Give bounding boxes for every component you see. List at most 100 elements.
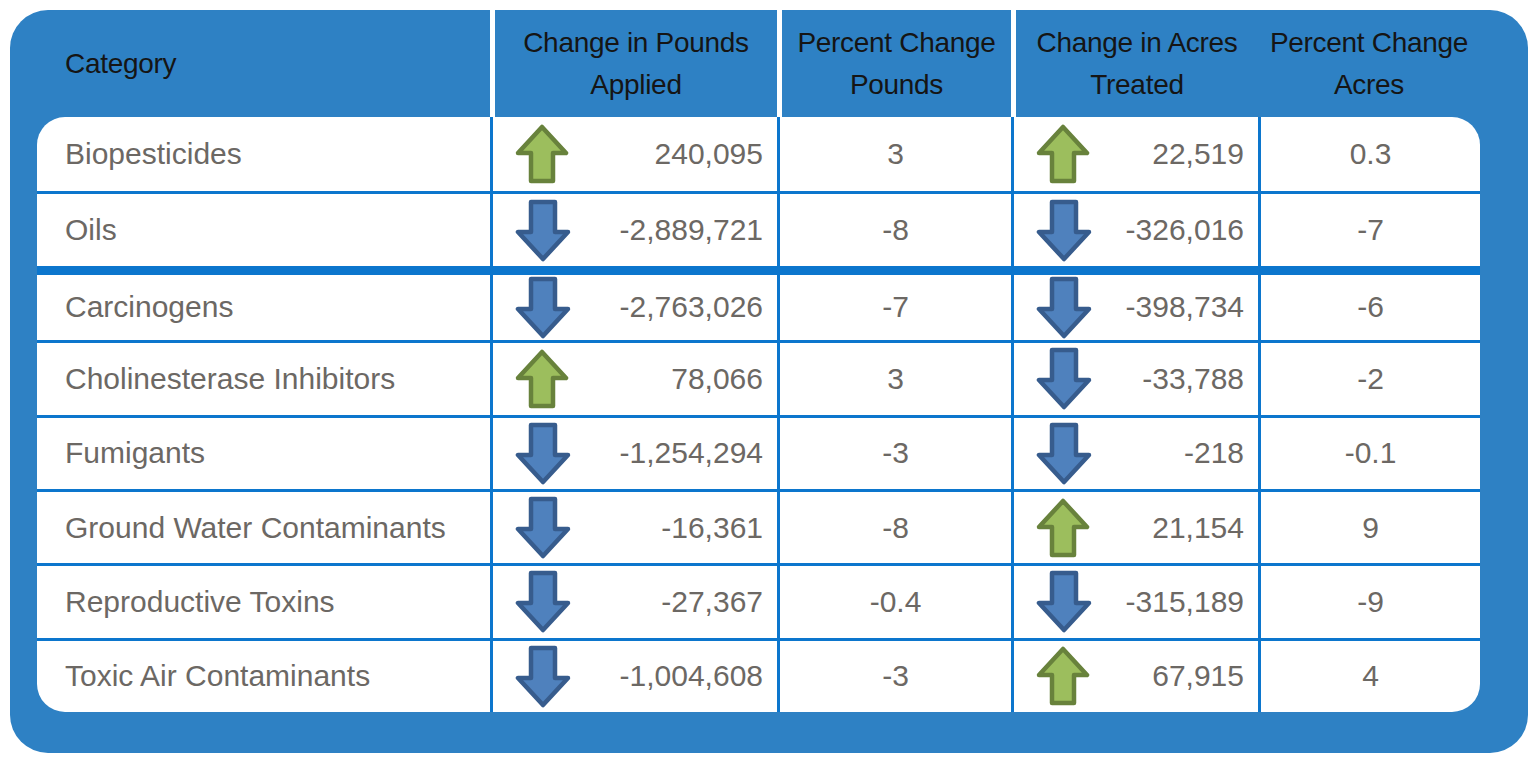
down-arrow-icon (515, 496, 571, 559)
pct-pounds-value: -3 (882, 436, 909, 470)
pounds-direction-arrow (515, 199, 571, 262)
down-arrow-icon (515, 276, 571, 339)
header-line: Pounds (850, 64, 943, 106)
category-cell: Toxic Air Contaminants (37, 638, 490, 712)
acres-direction-arrow (1036, 422, 1092, 485)
table-row: Biopesticides 240,095 3 22,519 0 (37, 117, 1480, 191)
table-row: Carcinogens -2,763,026 -7 -398,734 (37, 266, 1480, 340)
acres-direction-arrow (1036, 498, 1090, 558)
table-row: Oils -2,889,721 -8 -326,016 -7 (37, 191, 1480, 265)
header-line: Applied (590, 64, 681, 106)
category-cell: Fumigants (37, 415, 490, 489)
pct-pounds-cell: -3 (777, 415, 1011, 489)
category-label: Reproductive Toxins (65, 585, 335, 619)
header-change-acres: Change in Acres Treated (1011, 10, 1258, 117)
header-pct-acres: Percent Change Acres (1258, 10, 1480, 117)
category-label: Biopesticides (65, 137, 242, 171)
acres-direction-arrow (1036, 124, 1090, 184)
header-category-label: Category (65, 43, 176, 85)
acres-change-value: 21,154 (1090, 511, 1258, 545)
acres-change-cell: -218 (1011, 415, 1258, 489)
pounds-direction-arrow (515, 349, 569, 409)
pounds-direction-arrow (515, 276, 571, 339)
pounds-change-value: -1,004,608 (571, 659, 777, 693)
category-label: Ground Water Contaminants (65, 511, 446, 545)
pounds-change-value: 78,066 (569, 362, 777, 396)
down-arrow-icon (1036, 276, 1092, 339)
acres-change-value: -315,189 (1092, 585, 1258, 619)
down-arrow-icon (515, 422, 571, 485)
acres-change-value: 67,915 (1090, 659, 1258, 693)
pounds-change-cell: 78,066 (490, 340, 777, 414)
acres-change-value: -218 (1092, 436, 1258, 470)
down-arrow-icon (1036, 347, 1092, 410)
table-row: Fumigants -1,254,294 -3 -218 -0. (37, 415, 1480, 489)
down-arrow-icon (515, 570, 571, 633)
pct-pounds-cell: -3 (777, 638, 1011, 712)
pct-acres-cell: -7 (1258, 191, 1480, 265)
pct-pounds-value: -7 (882, 290, 909, 324)
pct-acres-value: -0.1 (1345, 436, 1397, 470)
pct-acres-value: -9 (1357, 585, 1384, 619)
down-arrow-icon (1036, 422, 1092, 485)
category-cell: Biopesticides (37, 117, 490, 191)
acres-direction-arrow (1036, 646, 1090, 706)
category-cell: Oils (37, 191, 490, 265)
acres-direction-arrow (1036, 570, 1092, 633)
acres-change-value: 22,519 (1090, 137, 1258, 171)
up-arrow-icon (515, 349, 569, 409)
category-cell: Carcinogens (37, 266, 490, 340)
down-arrow-icon (515, 645, 571, 708)
table-body: Biopesticides 240,095 3 22,519 0 (37, 117, 1480, 712)
up-arrow-icon (1036, 498, 1090, 558)
pounds-direction-arrow (515, 124, 569, 184)
pct-acres-cell: -6 (1258, 266, 1480, 340)
down-arrow-icon (1036, 570, 1092, 633)
header-line: Percent Change (1270, 22, 1468, 64)
acres-change-cell: 21,154 (1011, 489, 1258, 563)
down-arrow-icon (515, 199, 571, 262)
pounds-change-cell: 240,095 (490, 117, 777, 191)
pounds-change-value: -1,254,294 (571, 436, 777, 470)
pct-acres-value: 0.3 (1350, 137, 1392, 171)
pct-pounds-value: -8 (882, 213, 909, 247)
pct-acres-value: -6 (1357, 290, 1384, 324)
up-arrow-icon (1036, 646, 1090, 706)
pounds-change-cell: -27,367 (490, 563, 777, 637)
table-row: Reproductive Toxins -27,367 -0.4 -315,18… (37, 563, 1480, 637)
table-card: Category Change in Pounds Applied Percen… (10, 10, 1528, 753)
pounds-direction-arrow (515, 422, 571, 485)
pct-pounds-cell: 3 (777, 117, 1011, 191)
category-cell: Reproductive Toxins (37, 563, 490, 637)
category-label: Cholinesterase Inhibitors (65, 362, 395, 396)
header-category: Category (37, 10, 490, 117)
category-cell: Ground Water Contaminants (37, 489, 490, 563)
acres-direction-arrow (1036, 199, 1092, 262)
pesticide-change-table-graphic: Category Change in Pounds Applied Percen… (0, 0, 1536, 762)
pct-acres-cell: 4 (1258, 638, 1480, 712)
table-row: Cholinesterase Inhibitors 78,066 3 -33,7… (37, 340, 1480, 414)
pounds-change-cell: -1,254,294 (490, 415, 777, 489)
pct-acres-cell: -2 (1258, 340, 1480, 414)
pounds-direction-arrow (515, 645, 571, 708)
pct-acres-cell: 9 (1258, 489, 1480, 563)
acres-change-value: -398,734 (1092, 290, 1258, 324)
pct-acres-value: -7 (1357, 213, 1384, 247)
pounds-change-value: -16,361 (571, 511, 777, 545)
header-line: Percent Change (797, 22, 995, 64)
category-label: Fumigants (65, 436, 205, 470)
header-pct-pounds: Percent Change Pounds (777, 10, 1011, 117)
down-arrow-icon (1036, 199, 1092, 262)
pct-pounds-cell: -7 (777, 266, 1011, 340)
category-cell: Cholinesterase Inhibitors (37, 340, 490, 414)
pounds-change-cell: -16,361 (490, 489, 777, 563)
acres-change-cell: 22,519 (1011, 117, 1258, 191)
pounds-change-value: -2,763,026 (571, 290, 777, 324)
category-label: Carcinogens (65, 290, 233, 324)
table-row: Ground Water Contaminants -16,361 -8 21,… (37, 489, 1480, 563)
up-arrow-icon (1036, 124, 1090, 184)
pct-acres-value: -2 (1357, 362, 1384, 396)
acres-change-cell: 67,915 (1011, 638, 1258, 712)
header-line: Treated (1090, 64, 1183, 106)
category-label: Toxic Air Contaminants (65, 659, 370, 693)
